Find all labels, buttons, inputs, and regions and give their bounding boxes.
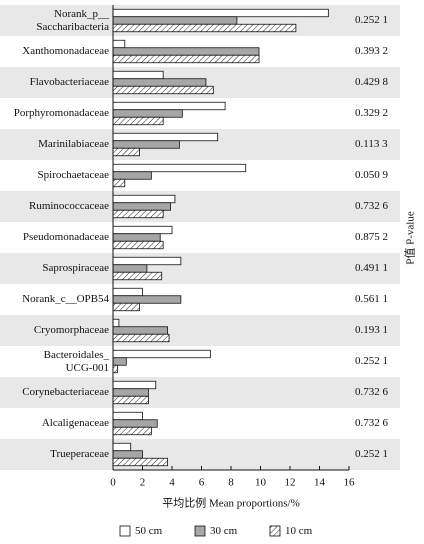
- bar: [112, 39, 126, 49]
- x-tick-label: 2: [140, 477, 146, 489]
- p-value: 0.329 2: [355, 107, 388, 119]
- category-label: Porphyromonadaceae: [14, 107, 109, 119]
- p-value: 0.113 3: [355, 138, 388, 150]
- row-band: [0, 253, 400, 284]
- p-value: 0.193 1: [355, 324, 388, 336]
- legend-swatch: [119, 525, 131, 537]
- category-label: Pseudomonadaceae: [23, 231, 109, 243]
- bar: [112, 395, 149, 405]
- legend-label: 30 cm: [210, 525, 238, 537]
- bar: [112, 302, 140, 312]
- legend-swatch: [194, 525, 206, 537]
- p-value: 0.393 2: [355, 45, 388, 57]
- category-label: Corynebacteriaceae: [22, 386, 109, 398]
- bar: [112, 333, 170, 343]
- legend-label: 50 cm: [135, 525, 163, 537]
- row-band: [0, 439, 400, 470]
- category-label: Cryomorphaceae: [34, 324, 109, 336]
- x-tick-label: 0: [110, 477, 116, 489]
- category-label: Marinilabiaceae: [38, 138, 109, 150]
- bar: [112, 147, 140, 157]
- category-label: Flavobacteriaceae: [30, 76, 110, 88]
- p-value: 0.732 6: [355, 200, 389, 212]
- bar: [112, 442, 132, 452]
- bar: [112, 54, 260, 64]
- p-value: 0.429 8: [355, 76, 389, 88]
- bar: [112, 178, 126, 188]
- bar: [112, 109, 183, 118]
- bar: [112, 357, 127, 366]
- category-label: Norank_p__ Saccharibacteria: [36, 8, 109, 33]
- category-label: Trueperaceae: [50, 448, 109, 460]
- x-tick-label: 16: [344, 477, 356, 489]
- x-tick-label: 8: [228, 477, 234, 489]
- p-value: 0.050 9: [355, 169, 389, 181]
- bar: [112, 264, 148, 273]
- bar: [112, 132, 219, 142]
- x-axis-title: 平均比例 Mean proportions/%: [162, 496, 299, 510]
- p-axis-title: P值 P-value: [404, 211, 417, 265]
- bar: [112, 163, 247, 173]
- p-value: 0.561 1: [355, 293, 388, 305]
- row-band: [0, 191, 400, 222]
- bar: [112, 101, 226, 111]
- p-value: 0.875 2: [355, 231, 388, 243]
- bar: [112, 271, 163, 281]
- bar: [112, 78, 207, 87]
- bar: [112, 326, 168, 335]
- bar: [112, 349, 211, 359]
- bar: [112, 318, 120, 328]
- bar: [112, 225, 173, 235]
- bar: [112, 116, 164, 126]
- p-value: 0.252 1: [355, 448, 388, 460]
- bar: [112, 70, 164, 80]
- bar: [112, 450, 143, 459]
- x-tick-label: 10: [255, 477, 267, 489]
- category-label: Alcaligenaceae: [42, 417, 109, 429]
- bar: [112, 388, 149, 397]
- bar: [112, 8, 329, 18]
- category-label: Norank_c__OPB54: [22, 293, 109, 305]
- bar: [112, 140, 180, 149]
- p-value: 0.732 6: [355, 417, 389, 429]
- x-tick-label: 12: [285, 477, 296, 489]
- bar: [112, 23, 297, 33]
- x-tick-label: 4: [169, 477, 175, 489]
- x-tick-label: 6: [199, 477, 205, 489]
- bar: [112, 16, 238, 25]
- bar: [112, 47, 260, 56]
- bar: [112, 233, 161, 242]
- category-label: Bacteroidales_ UCG-001: [44, 349, 110, 374]
- category-label: Saprospiraceae: [42, 262, 109, 274]
- category-label: Spirochaetaceae: [38, 169, 110, 181]
- p-value: 0.491 1: [355, 262, 388, 274]
- bar: [112, 202, 171, 211]
- bar: [112, 194, 176, 204]
- bar: [112, 209, 164, 219]
- p-value: 0.732 6: [355, 386, 389, 398]
- category-label: Ruminococcaceae: [29, 200, 109, 212]
- bar: [112, 256, 182, 266]
- category-label: Xanthomonadaceae: [22, 45, 109, 57]
- bar: [112, 240, 164, 250]
- bar: [112, 419, 158, 428]
- p-value: 0.252 1: [355, 355, 388, 367]
- bar: [112, 171, 152, 180]
- bar: [112, 287, 143, 297]
- bar: [112, 364, 118, 374]
- bar: [112, 457, 168, 467]
- bar: [112, 85, 214, 95]
- legend-swatch: [269, 525, 281, 537]
- bar: [112, 295, 182, 304]
- legend-label: 10 cm: [285, 525, 313, 537]
- row-band: [0, 377, 400, 408]
- bar: [112, 380, 157, 390]
- row-band: [0, 315, 400, 346]
- p-value: 0.252 1: [355, 14, 388, 26]
- bar: [112, 411, 143, 421]
- bar: [112, 426, 152, 436]
- x-tick-label: 14: [314, 477, 326, 489]
